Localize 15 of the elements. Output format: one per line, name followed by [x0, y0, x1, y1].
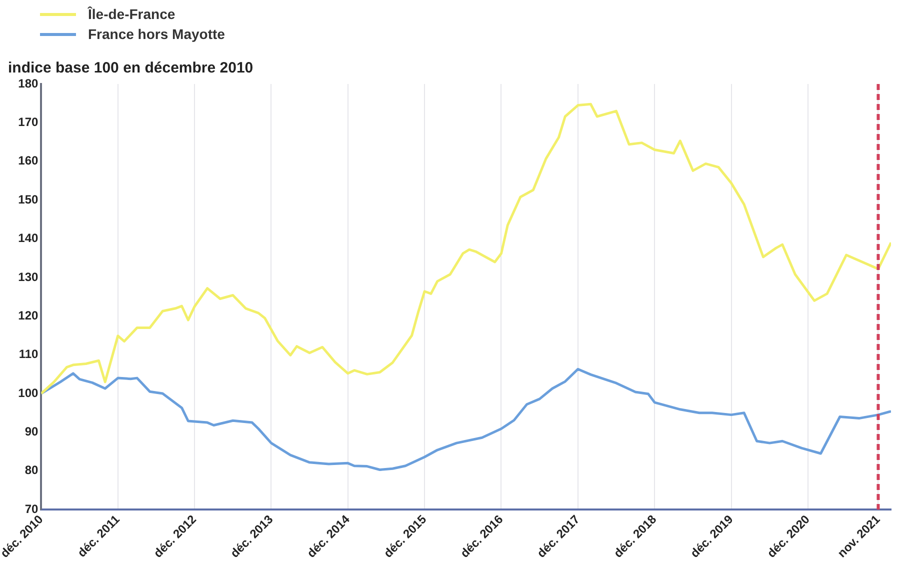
legend-label: Île-de-France	[88, 6, 176, 22]
y-tick-label: 150	[18, 192, 39, 206]
y-tick-label: 140	[18, 231, 39, 246]
y-tick-label: 130	[18, 270, 39, 284]
y-tick-label: 180	[18, 76, 39, 90]
y-tick-label: 100	[18, 386, 39, 400]
y-tick-label: 120	[18, 308, 39, 322]
y-tick-label: 160	[18, 154, 39, 168]
y-tick-label: 110	[18, 347, 39, 362]
y-tick-label: 70	[24, 502, 39, 516]
y-tick-label: 90	[24, 424, 39, 439]
y-tick-label: 170	[18, 115, 39, 130]
legend-label: France hors Mayotte	[88, 26, 225, 42]
y-axis-title: indice base 100 en décembre 2010	[8, 60, 254, 77]
y-tick-label: 80	[24, 463, 39, 478]
